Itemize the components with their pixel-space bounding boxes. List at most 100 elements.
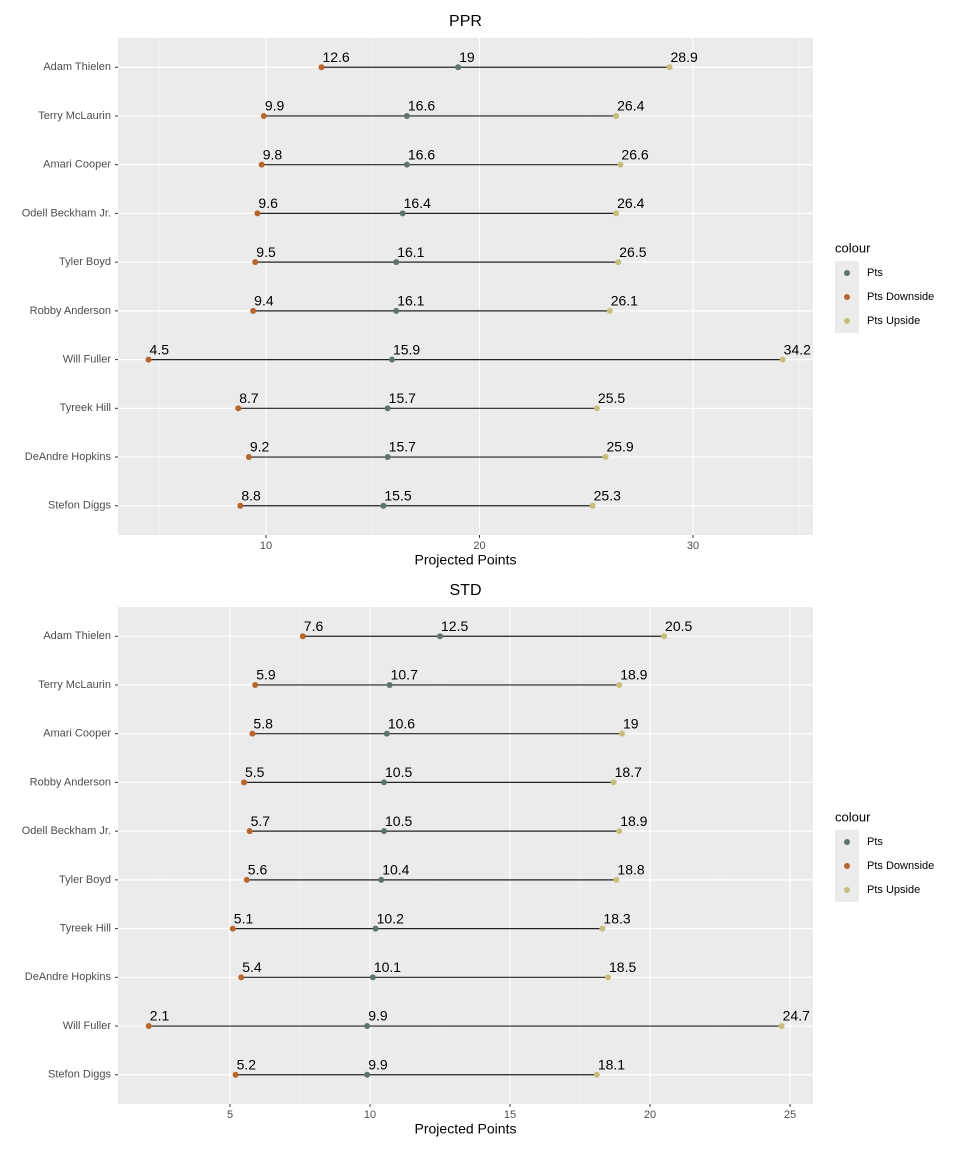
data-label: 7.6 xyxy=(304,618,324,634)
y-tick-label: Will Fuller xyxy=(63,1020,112,1032)
legend-label: Pts xyxy=(867,267,883,279)
data-label: 9.8 xyxy=(263,146,283,162)
data-label: 25.5 xyxy=(598,390,625,406)
data-label: 10.5 xyxy=(385,813,412,829)
point xyxy=(599,925,606,932)
y-tick-label: Amari Cooper xyxy=(43,159,111,171)
data-label: 18.8 xyxy=(617,862,644,878)
point xyxy=(615,259,622,266)
point xyxy=(779,356,786,363)
data-label: 5.5 xyxy=(245,764,265,780)
legend-label: Pts Upside xyxy=(867,315,920,327)
data-label: 16.1 xyxy=(397,244,424,260)
legend-marker xyxy=(844,270,850,276)
x-tick-label: 10 xyxy=(364,1109,376,1121)
point xyxy=(378,876,385,883)
y-tick-label: Odell Beckham Jr. xyxy=(22,825,111,837)
point xyxy=(610,779,617,786)
x-tick-label: 20 xyxy=(644,1109,656,1121)
point xyxy=(372,925,379,932)
y-tick-label: Stefon Diggs xyxy=(48,1069,111,1081)
data-label: 4.5 xyxy=(150,341,170,357)
panel xyxy=(118,38,813,535)
data-label: 5.4 xyxy=(242,959,262,975)
data-label: 24.7 xyxy=(783,1008,810,1024)
data-label: 16.6 xyxy=(408,98,435,114)
data-label: 26.6 xyxy=(621,146,648,162)
data-label: 16.6 xyxy=(408,146,435,162)
y-tick-label: Tyler Boyd xyxy=(59,256,111,268)
data-label: 34.2 xyxy=(784,341,811,357)
data-label: 10.2 xyxy=(377,910,404,926)
y-tick-label: Terry McLaurin xyxy=(38,679,111,691)
data-label: 9.5 xyxy=(256,244,276,260)
point xyxy=(241,779,248,786)
data-label: 25.9 xyxy=(606,439,633,455)
legend-label: Pts Upside xyxy=(867,884,920,896)
data-label: 5.9 xyxy=(256,667,276,683)
x-axis-title: Projected Points xyxy=(415,552,517,568)
x-tick-label: 30 xyxy=(687,540,699,552)
legend-label: Pts Downside xyxy=(867,860,934,872)
y-tick-label: Tyler Boyd xyxy=(59,874,111,886)
data-label: 9.4 xyxy=(254,293,274,309)
point xyxy=(384,405,391,412)
point xyxy=(369,974,376,981)
point xyxy=(619,730,626,737)
data-label: 2.1 xyxy=(150,1008,170,1024)
point xyxy=(380,502,387,509)
x-tick-label: 25 xyxy=(784,1109,796,1121)
point xyxy=(252,259,259,266)
data-label: 16.1 xyxy=(397,293,424,309)
y-tick-label: Adam Thielen xyxy=(43,630,111,642)
point xyxy=(403,112,410,119)
point xyxy=(388,356,395,363)
data-label: 26.1 xyxy=(611,293,638,309)
point xyxy=(237,502,244,509)
point xyxy=(403,161,410,168)
point xyxy=(393,307,400,314)
data-label: 26.4 xyxy=(617,195,644,211)
point xyxy=(254,210,261,217)
data-label: 18.1 xyxy=(598,1056,625,1072)
data-label: 18.5 xyxy=(609,959,636,975)
point xyxy=(246,828,253,835)
point xyxy=(589,502,596,509)
point xyxy=(364,1071,371,1078)
point xyxy=(318,64,325,71)
y-tick-label: DeAndre Hopkins xyxy=(25,451,112,463)
data-label: 5.8 xyxy=(253,715,273,731)
data-label: 18.9 xyxy=(620,813,647,829)
point xyxy=(399,210,406,217)
data-label: 18.7 xyxy=(615,764,642,780)
data-label: 16.4 xyxy=(404,195,431,211)
point xyxy=(605,974,612,981)
data-label: 9.2 xyxy=(250,439,270,455)
data-label: 12.6 xyxy=(322,49,349,65)
point xyxy=(229,925,236,932)
y-tick-label: Stefon Diggs xyxy=(48,500,111,512)
y-tick-label: Terry McLaurin xyxy=(38,110,111,122)
data-label: 5.7 xyxy=(251,813,271,829)
data-label: 10.6 xyxy=(388,715,415,731)
point xyxy=(252,681,259,688)
point xyxy=(613,112,620,119)
point xyxy=(250,307,257,314)
point xyxy=(235,405,242,412)
data-label: 10.1 xyxy=(374,959,401,975)
point xyxy=(437,633,444,640)
point xyxy=(593,1071,600,1078)
point xyxy=(145,1023,152,1030)
point xyxy=(613,876,620,883)
point xyxy=(232,1071,239,1078)
point xyxy=(249,730,256,737)
y-tick-label: Tyreek Hill xyxy=(60,922,111,934)
point xyxy=(593,405,600,412)
y-tick-label: Will Fuller xyxy=(63,353,112,365)
point xyxy=(238,974,245,981)
data-label: 15.5 xyxy=(384,487,411,503)
data-label: 12.5 xyxy=(441,618,468,634)
legend-label: Pts Downside xyxy=(867,291,934,303)
point xyxy=(245,454,252,461)
